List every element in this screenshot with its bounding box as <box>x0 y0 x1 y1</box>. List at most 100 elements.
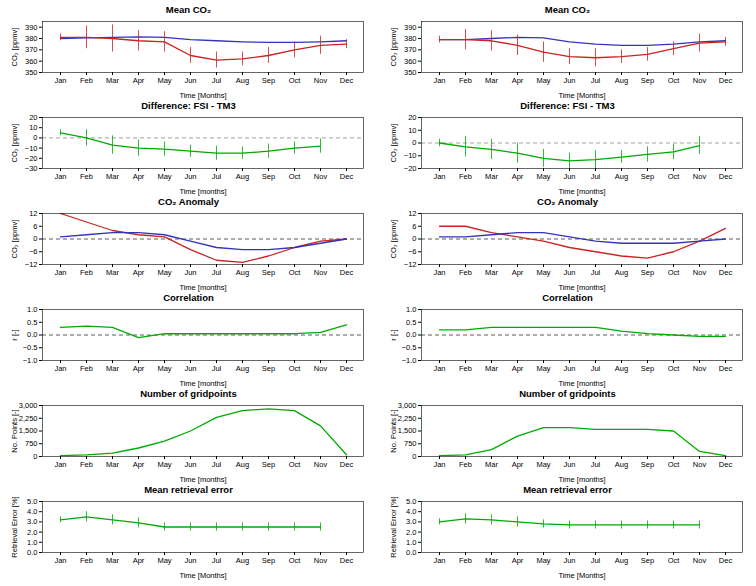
svg-text:Aug: Aug <box>236 172 249 181</box>
svg-text:6: 6 <box>412 222 416 231</box>
svg-text:−6: −6 <box>408 247 417 256</box>
svg-text:2.0: 2.0 <box>406 528 416 537</box>
svg-text:Jul: Jul <box>591 172 601 181</box>
svg-text:Jan: Jan <box>54 268 66 277</box>
svg-text:20: 20 <box>408 113 416 122</box>
svg-text:No. Points [-]: No. Points [-] <box>10 409 19 452</box>
svg-text:Sep: Sep <box>262 172 275 181</box>
svg-text:Nov: Nov <box>693 76 707 85</box>
svg-text:2.0: 2.0 <box>27 528 37 537</box>
svg-text:Jan: Jan <box>433 364 445 373</box>
svg-text:Apr: Apr <box>512 460 524 469</box>
svg-text:0.0: 0.0 <box>406 330 416 339</box>
svg-text:Apr: Apr <box>133 460 145 469</box>
svg-text:1,500: 1,500 <box>19 426 38 435</box>
svg-text:−10: −10 <box>404 151 417 160</box>
svg-text:Jan: Jan <box>433 460 445 469</box>
svg-text:Time [months]: Time [months] <box>179 283 226 292</box>
svg-text:0: 0 <box>33 133 37 142</box>
svg-text:Jul: Jul <box>591 268 601 277</box>
svg-text:Sep: Sep <box>262 364 275 373</box>
svg-text:Aug: Aug <box>236 556 249 565</box>
svg-text:−20: −20 <box>25 154 38 163</box>
svg-text:Nov: Nov <box>314 268 328 277</box>
svg-text:Dec: Dec <box>719 172 733 181</box>
svg-text:4.0: 4.0 <box>27 507 37 516</box>
svg-text:Nov: Nov <box>314 76 328 85</box>
svg-text:3.0: 3.0 <box>27 517 37 526</box>
svg-text:CO₂ [ppmv]: CO₂ [ppmv] <box>389 124 398 163</box>
svg-text:CO₂ [ppmv]: CO₂ [ppmv] <box>389 28 398 67</box>
svg-text:−6: −6 <box>29 247 38 256</box>
svg-text:Jun: Jun <box>563 364 575 373</box>
svg-text:Sep: Sep <box>641 556 654 565</box>
svg-text:0: 0 <box>33 234 37 243</box>
svg-text:Jun: Jun <box>563 172 575 181</box>
svg-text:1.0: 1.0 <box>27 538 37 547</box>
svg-text:750: 750 <box>404 439 417 448</box>
svg-text:Dec: Dec <box>340 76 354 85</box>
svg-text:Mar: Mar <box>485 556 498 565</box>
svg-text:Feb: Feb <box>459 172 472 181</box>
svg-text:−1.0: −1.0 <box>23 356 38 365</box>
svg-text:Sep: Sep <box>262 76 275 85</box>
svg-text:380: 380 <box>25 34 38 43</box>
svg-text:Retrieval Error [%]: Retrieval Error [%] <box>10 496 19 557</box>
svg-text:Jun: Jun <box>184 76 196 85</box>
svg-text:Jan: Jan <box>54 76 66 85</box>
svg-text:−0.5: −0.5 <box>23 343 38 352</box>
svg-text:Feb: Feb <box>80 172 93 181</box>
svg-text:Nov: Nov <box>314 556 328 565</box>
svg-text:370: 370 <box>25 45 38 54</box>
svg-text:Sep: Sep <box>262 556 275 565</box>
svg-text:Oct: Oct <box>668 172 681 181</box>
svg-text:Retrieval Error [%]: Retrieval Error [%] <box>389 496 398 557</box>
svg-text:Aug: Aug <box>236 364 249 373</box>
svg-text:Apr: Apr <box>133 268 145 277</box>
svg-text:Mar: Mar <box>485 460 498 469</box>
svg-text:Mar: Mar <box>106 460 119 469</box>
svg-text:Apr: Apr <box>133 364 145 373</box>
svg-text:Mar: Mar <box>106 76 119 85</box>
svg-text:Aug: Aug <box>615 556 628 565</box>
svg-text:Jul: Jul <box>212 268 222 277</box>
svg-text:Jun: Jun <box>184 172 196 181</box>
svg-text:May: May <box>536 76 550 85</box>
svg-text:Dec: Dec <box>340 460 354 469</box>
svg-text:CO₂ [ppmv]: CO₂ [ppmv] <box>10 124 19 163</box>
svg-text:10: 10 <box>29 123 37 132</box>
svg-text:Oct: Oct <box>289 364 302 373</box>
svg-text:1.0: 1.0 <box>406 538 416 547</box>
svg-text:Feb: Feb <box>459 460 472 469</box>
svg-text:Jun: Jun <box>184 460 196 469</box>
svg-text:Mar: Mar <box>106 556 119 565</box>
svg-text:Feb: Feb <box>459 76 472 85</box>
svg-text:Feb: Feb <box>459 556 472 565</box>
svg-text:380: 380 <box>404 34 417 43</box>
svg-text:Feb: Feb <box>80 268 93 277</box>
svg-text:0: 0 <box>412 138 416 147</box>
svg-text:Nov: Nov <box>314 364 328 373</box>
svg-text:Jul: Jul <box>212 364 222 373</box>
svg-text:Apr: Apr <box>512 76 524 85</box>
svg-text:Time [months]: Time [months] <box>558 379 605 388</box>
svg-text:Oct: Oct <box>289 268 302 277</box>
svg-text:3.0: 3.0 <box>406 517 416 526</box>
svg-text:0: 0 <box>412 452 416 461</box>
svg-text:Jun: Jun <box>563 556 575 565</box>
svg-text:Jul: Jul <box>212 76 222 85</box>
svg-text:Apr: Apr <box>133 172 145 181</box>
svg-text:Jan: Jan <box>54 556 66 565</box>
svg-text:Mar: Mar <box>106 172 119 181</box>
svg-text:Jun: Jun <box>184 556 196 565</box>
svg-text:Aug: Aug <box>615 76 628 85</box>
svg-text:Mar: Mar <box>106 268 119 277</box>
svg-text:Dec: Dec <box>719 268 733 277</box>
svg-text:Oct: Oct <box>668 364 681 373</box>
svg-text:Jul: Jul <box>591 364 601 373</box>
svg-text:Time [months]: Time [months] <box>179 187 226 196</box>
svg-text:Apr: Apr <box>512 172 524 181</box>
svg-text:Jan: Jan <box>433 76 445 85</box>
svg-text:Oct: Oct <box>289 76 302 85</box>
svg-text:Nov: Nov <box>693 556 707 565</box>
